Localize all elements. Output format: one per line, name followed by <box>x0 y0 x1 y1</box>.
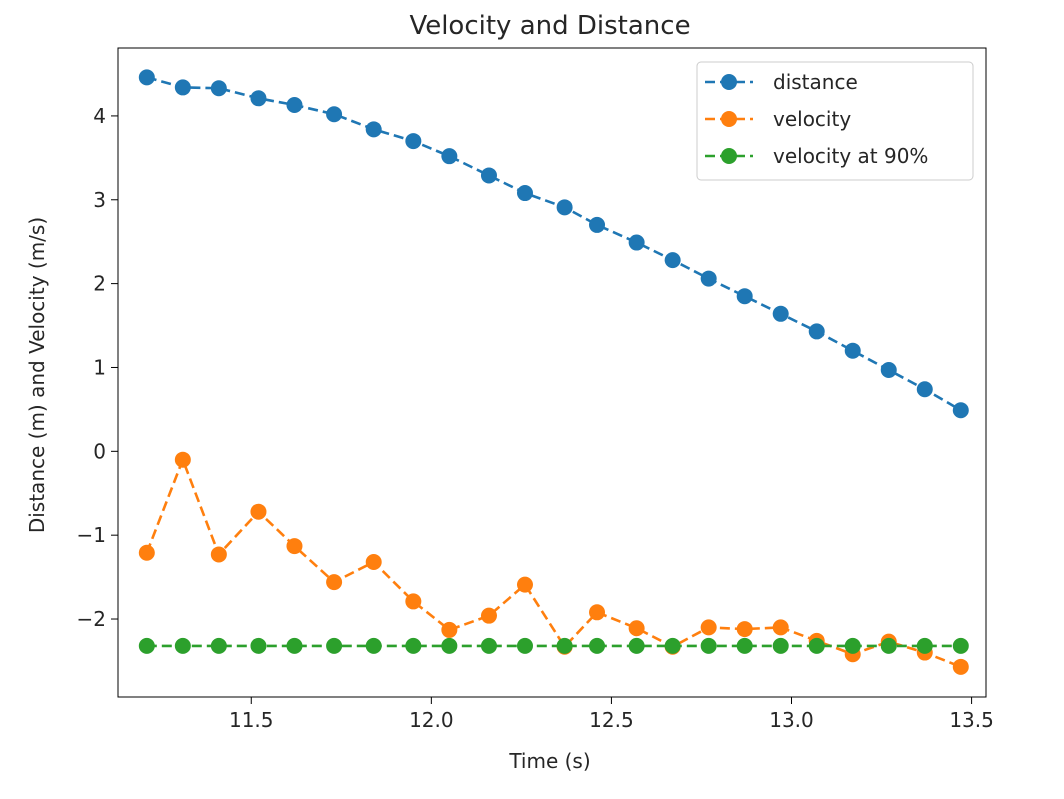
data-point <box>700 637 717 654</box>
data-point <box>405 133 422 150</box>
data-point <box>589 637 606 654</box>
legend-label: velocity at 90% <box>773 144 928 168</box>
y-axis: −2 −1 0 1 2 3 4 <box>77 104 118 631</box>
data-point <box>174 79 191 96</box>
series-velocity-at-90- <box>138 637 969 654</box>
x-axis: 11.5 12.0 12.5 13.0 13.5 <box>229 697 994 732</box>
data-point <box>210 546 227 563</box>
plot-frame <box>117 47 987 698</box>
series-layer <box>138 69 969 675</box>
data-point <box>250 503 267 520</box>
data-point <box>286 97 303 114</box>
data-point <box>952 637 969 654</box>
data-point <box>772 619 789 636</box>
x-tick-label: 11.5 <box>229 708 274 732</box>
data-point <box>916 637 933 654</box>
y-tick-label: 3 <box>93 188 106 212</box>
data-point <box>250 90 267 107</box>
data-point <box>880 637 897 654</box>
data-point <box>628 620 645 637</box>
data-point <box>210 80 227 97</box>
data-point <box>174 451 191 468</box>
data-point <box>844 637 861 654</box>
data-point <box>772 305 789 322</box>
data-point <box>628 637 645 654</box>
data-point <box>138 637 155 654</box>
data-point <box>365 637 382 654</box>
data-point <box>516 185 533 202</box>
data-point <box>700 270 717 287</box>
y-tick-label: 2 <box>93 272 106 296</box>
data-point <box>405 593 422 610</box>
data-point <box>365 554 382 571</box>
y-tick-label: 0 <box>93 439 106 463</box>
y-axis-label: Distance (m) and Velocity (m/s) <box>25 217 49 533</box>
data-point <box>664 637 681 654</box>
data-point <box>174 637 191 654</box>
x-tick-label: 13.5 <box>949 708 994 732</box>
data-point <box>736 637 753 654</box>
data-point <box>556 637 573 654</box>
legend-swatch-marker <box>721 148 737 164</box>
data-point <box>808 323 825 340</box>
data-point <box>628 234 645 251</box>
data-point <box>516 576 533 593</box>
legend-frame <box>696 61 974 181</box>
data-point <box>589 216 606 233</box>
data-point <box>772 637 789 654</box>
data-point <box>844 342 861 359</box>
data-point <box>589 604 606 621</box>
chart-title: Velocity and Distance <box>409 11 690 41</box>
data-point <box>326 637 343 654</box>
data-point <box>250 637 267 654</box>
y-tick-label: −2 <box>77 607 106 631</box>
y-tick-label: 4 <box>93 104 106 128</box>
x-tick-label: 12.0 <box>409 708 454 732</box>
data-point <box>326 106 343 123</box>
data-point <box>516 637 533 654</box>
series-distance <box>138 69 969 419</box>
x-axis-label: Time (s) <box>508 749 590 773</box>
data-point <box>286 637 303 654</box>
data-point <box>916 381 933 398</box>
data-point <box>880 361 897 378</box>
data-point <box>480 637 497 654</box>
data-point <box>808 637 825 654</box>
y-tick-label: 1 <box>93 355 106 379</box>
data-point <box>952 402 969 419</box>
data-point <box>480 167 497 184</box>
data-point <box>138 69 155 86</box>
plot-area <box>117 47 987 698</box>
legend-label: velocity <box>773 107 851 131</box>
data-point <box>556 199 573 216</box>
data-point <box>664 252 681 269</box>
data-point <box>138 544 155 561</box>
data-point <box>441 637 458 654</box>
x-tick-label: 12.5 <box>589 708 634 732</box>
legend: distance velocity velocity at 90% <box>696 61 974 181</box>
data-point <box>405 637 422 654</box>
data-point <box>365 121 382 138</box>
y-tick-label: −1 <box>77 523 106 547</box>
legend-label: distance <box>773 70 858 94</box>
data-point <box>441 621 458 638</box>
data-point <box>952 658 969 675</box>
legend-swatch-marker <box>721 74 737 90</box>
data-point <box>441 148 458 165</box>
data-point <box>736 621 753 638</box>
x-tick-label: 13.0 <box>769 708 814 732</box>
data-point <box>286 538 303 555</box>
data-point <box>700 619 717 636</box>
series-line <box>145 456 962 669</box>
data-point <box>480 607 497 624</box>
data-point <box>210 637 227 654</box>
data-point <box>736 288 753 305</box>
data-point <box>326 574 343 591</box>
legend-swatch-marker <box>721 111 737 127</box>
